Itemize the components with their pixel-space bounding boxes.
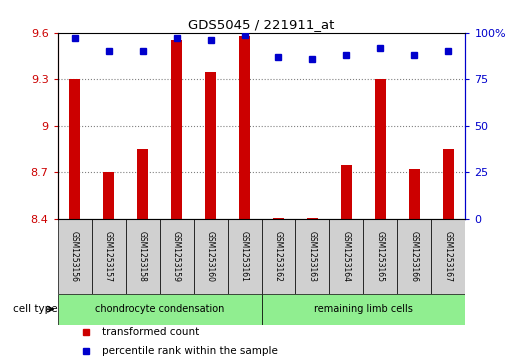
Bar (103, 172, 115, 219)
Bar (137, 149, 149, 219)
Bar (295, 219, 329, 294)
Bar (374, 79, 386, 219)
Bar (126, 219, 160, 294)
Text: GSM1253161: GSM1253161 (240, 231, 249, 282)
Text: chondrocyte condensation: chondrocyte condensation (95, 304, 224, 314)
Bar (363, 219, 397, 294)
Text: cell type: cell type (13, 304, 58, 314)
Text: GSM1253165: GSM1253165 (376, 231, 385, 282)
Text: percentile rank within the sample: percentile rank within the sample (103, 346, 278, 356)
Bar (340, 165, 353, 219)
Bar (442, 149, 454, 219)
Bar (306, 217, 319, 219)
Text: remaining limb cells: remaining limb cells (314, 304, 413, 314)
Text: GSM1253162: GSM1253162 (274, 231, 283, 282)
Bar (262, 294, 465, 325)
Text: GSM1253160: GSM1253160 (206, 231, 215, 282)
Text: GSM1253157: GSM1253157 (104, 231, 113, 282)
Bar (408, 170, 420, 219)
Bar (58, 219, 92, 294)
Bar (69, 79, 81, 219)
Bar (397, 219, 431, 294)
Title: GDS5045 / 221911_at: GDS5045 / 221911_at (188, 19, 335, 32)
Text: GSM1253166: GSM1253166 (410, 231, 419, 282)
Text: transformed count: transformed count (103, 327, 200, 338)
Bar (204, 72, 217, 219)
Bar (92, 219, 126, 294)
Bar (194, 219, 228, 294)
Bar (160, 219, 194, 294)
Bar (431, 219, 465, 294)
Text: GSM1253164: GSM1253164 (342, 231, 351, 282)
Text: GSM1253159: GSM1253159 (172, 231, 181, 282)
Bar (228, 219, 262, 294)
Bar (238, 36, 251, 219)
Bar (262, 219, 295, 294)
Text: GSM1253163: GSM1253163 (308, 231, 317, 282)
Text: GSM1253158: GSM1253158 (138, 231, 147, 282)
Text: GSM1253156: GSM1253156 (70, 231, 79, 282)
Bar (170, 40, 183, 219)
Bar (329, 219, 363, 294)
Bar (58, 294, 262, 325)
Bar (272, 217, 285, 219)
Text: GSM1253167: GSM1253167 (444, 231, 453, 282)
